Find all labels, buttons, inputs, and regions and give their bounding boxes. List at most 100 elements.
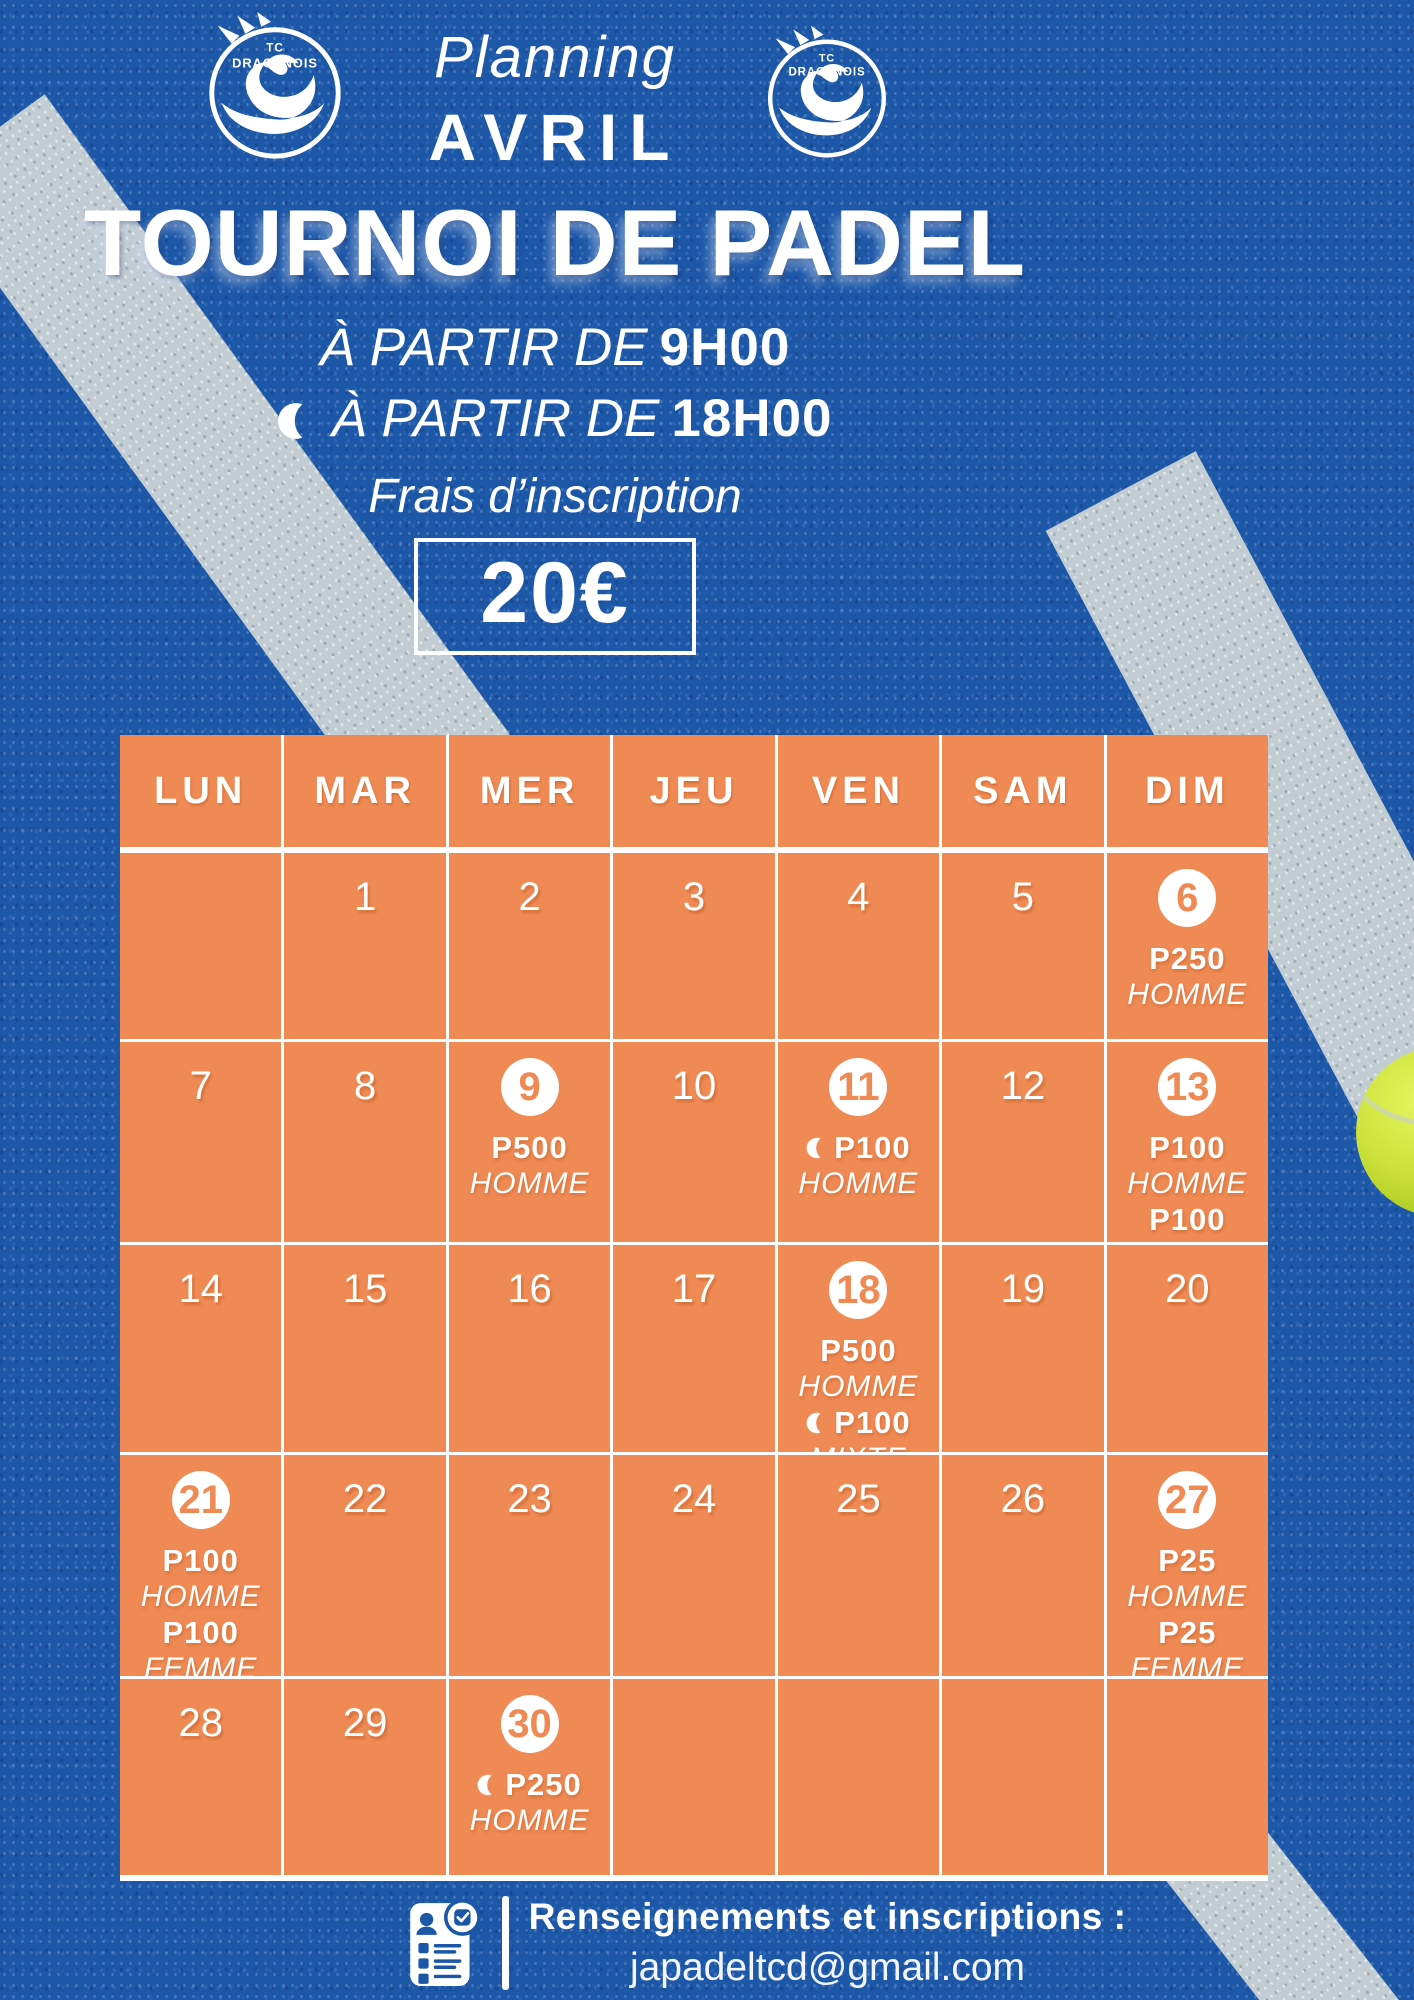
calendar-day-cell: 28 xyxy=(120,1679,282,1875)
calendar-day-cell: 10 xyxy=(613,1042,775,1242)
day-number: 23 xyxy=(507,1477,552,1521)
day-number: 14 xyxy=(178,1267,223,1311)
calendar-day-cell xyxy=(942,1679,1104,1875)
calendar-day-header: LUN xyxy=(120,735,282,850)
night-time-prefix: À PARTIR DE xyxy=(331,389,660,448)
day-number: 7 xyxy=(189,1064,212,1108)
event-line: HOMME xyxy=(120,1579,281,1615)
day-number: 5 xyxy=(1011,875,1034,919)
event-text: HOMME xyxy=(798,1167,919,1200)
club-name-dracenois: DRACENOIS xyxy=(232,55,318,70)
crescent-moon-icon xyxy=(477,1774,492,1796)
day-time-value: 9H00 xyxy=(659,318,791,377)
day-number: 26 xyxy=(1000,1477,1046,1521)
event-text: HOMME xyxy=(469,1804,590,1837)
event-text: HOMME xyxy=(1127,1167,1248,1200)
event-line: HOMME xyxy=(1107,1579,1268,1615)
event-text: P100 xyxy=(162,1543,239,1578)
crescent-moon-icon xyxy=(806,1412,821,1434)
event-line: P250 xyxy=(1107,941,1268,977)
calendar-day-cell: 7 xyxy=(120,1042,282,1242)
day-number: 22 xyxy=(342,1477,388,1521)
day-number: 20 xyxy=(1165,1267,1210,1311)
day-number: 28 xyxy=(178,1701,223,1745)
calendar-day-cell: 20 xyxy=(1106,1245,1268,1452)
day-number: 25 xyxy=(836,1477,881,1521)
day-events: P25 HOMME P25 FEMME xyxy=(1107,1543,1268,1676)
event-text: HOMME xyxy=(1127,978,1248,1011)
day-number: 9 xyxy=(500,1058,559,1116)
day-number: 3 xyxy=(682,875,706,919)
event-text: P100 xyxy=(1149,1130,1226,1165)
event-text: P500 xyxy=(820,1333,897,1368)
day-number: 8 xyxy=(354,1064,377,1108)
calendar-day-header: MAR xyxy=(284,735,446,850)
event-text: P100 xyxy=(834,1130,911,1165)
day-number: 21 xyxy=(171,1471,230,1529)
event-line: FEMME xyxy=(1107,1238,1268,1242)
event-line: HOMME xyxy=(449,1166,610,1202)
calendar-day-cell: 27 P25 HOMME P25 FEMME xyxy=(1106,1455,1268,1676)
event-text: P250 xyxy=(505,1767,582,1802)
event-line: P100 xyxy=(120,1543,281,1579)
calendar-day-cell: 11 P100 HOMME xyxy=(777,1042,940,1242)
calendar-day-cell xyxy=(777,1679,940,1875)
day-events: P250 HOMME xyxy=(1107,941,1268,1013)
event-line: P25 xyxy=(1107,1615,1268,1651)
event-text: P100 xyxy=(1149,1202,1226,1237)
main-title: TOURNOI DE PADEL xyxy=(83,190,1027,295)
night-time-line: À PARTIR DE 18H00 xyxy=(0,388,1110,449)
footer-separator xyxy=(501,1896,509,1990)
event-line: FEMME xyxy=(120,1651,281,1676)
day-number: 13 xyxy=(1158,1058,1217,1116)
registration-form-icon xyxy=(409,1899,481,1986)
day-number: 10 xyxy=(671,1064,717,1108)
calendar-day-cell: 2 xyxy=(448,853,611,1039)
day-number: 1 xyxy=(354,875,377,919)
event-line: HOMME xyxy=(778,1369,939,1405)
night-time-value: 18H00 xyxy=(671,389,833,448)
event-text: P25 xyxy=(1158,1543,1217,1578)
contact-label: Renseignements et inscriptions : xyxy=(528,1896,1127,1937)
day-number: 27 xyxy=(1158,1471,1217,1529)
day-number: 15 xyxy=(342,1267,388,1311)
day-events: P100 HOMME xyxy=(778,1130,939,1202)
event-line: P500 xyxy=(449,1130,610,1166)
event-text: FEMME xyxy=(144,1652,258,1676)
event-line: HOMME xyxy=(1107,977,1268,1013)
event-line: HOMME xyxy=(449,1803,610,1839)
calendar-day-cell: 16 xyxy=(448,1245,611,1452)
event-text: HOMME xyxy=(140,1580,261,1613)
event-line: P500 xyxy=(778,1333,939,1369)
event-text: HOMME xyxy=(469,1167,590,1200)
fee-label: Frais d’inscription xyxy=(368,470,742,523)
event-line: MIXTE xyxy=(778,1441,939,1452)
club-name-dracenois: DRACENOIS xyxy=(788,66,865,78)
day-number: 12 xyxy=(1000,1064,1046,1108)
day-number: 2 xyxy=(518,875,541,919)
day-time-line: À PARTIR DE 9H00 xyxy=(0,317,1110,378)
day-number: 4 xyxy=(847,875,870,919)
calendar-day-cell: 15 xyxy=(284,1245,446,1452)
day-number: 24 xyxy=(671,1477,717,1521)
calendar-day-cell: 8 xyxy=(284,1042,446,1242)
calendar-day-header: VEN xyxy=(777,735,940,850)
day-number: 19 xyxy=(1000,1267,1046,1311)
calendar-day-cell: 24 xyxy=(613,1455,775,1676)
calendar-day-header: SAM xyxy=(942,735,1104,850)
day-number: 16 xyxy=(507,1267,552,1311)
event-line: FEMME xyxy=(1107,1651,1268,1676)
event-line: P250 xyxy=(449,1767,610,1803)
day-events: P250 HOMME xyxy=(449,1767,610,1839)
calendar-day-header: JEU xyxy=(613,735,775,850)
day-number: 6 xyxy=(1158,869,1217,927)
poster-header: Planning AVRIL TOURNOI DE PADEL À PARTIR… xyxy=(0,0,1110,655)
club-logo-right: TC DRACENOIS xyxy=(767,25,887,158)
day-number: 30 xyxy=(500,1695,559,1753)
day-number: 18 xyxy=(829,1261,888,1319)
crescent-moon-icon xyxy=(278,402,303,439)
calendar-day-cell: 6 P250 HOMME xyxy=(1106,853,1268,1039)
event-text: MIXTE xyxy=(810,1441,907,1452)
calendar-day-cell: 21 P100 HOMME P100 FEMME xyxy=(120,1455,282,1676)
